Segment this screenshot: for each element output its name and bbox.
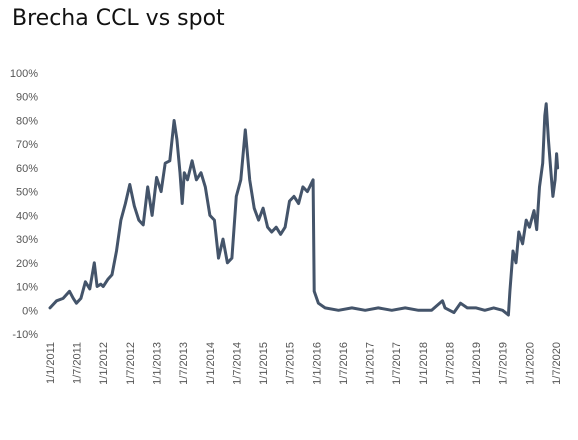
y-tick-label: 70% [16,139,38,151]
x-tick-label: 1/7/2015 [285,342,297,385]
x-tick-label: 1/7/2011 [71,342,83,384]
chart-title: Brecha CCL vs spot [12,6,225,31]
y-tick-label: 0% [22,305,38,317]
x-tick-label: 1/7/2013 [178,342,190,385]
y-tick-label: 20% [16,258,38,270]
x-tick-label: 1/1/2016 [311,342,323,385]
y-tick-label: 80% [16,115,38,127]
y-axis: 100% 90% 80% 70% 60% 50% 40% 30% 20% 10% 0% -10% [10,68,38,341]
x-tick-label: 1/1/2012 [98,342,110,385]
plot-area [48,102,560,317]
y-tick-label: 90% [16,92,38,104]
x-tick-label: 1/1/2020 [524,342,536,385]
x-tick-label: 1/7/2017 [391,342,403,385]
y-tick-label: 50% [16,187,38,199]
x-tick-label: 1/1/2015 [258,342,270,385]
x-tick-label: 1/7/2014 [231,342,243,385]
y-tick-label: 10% [16,282,38,294]
y-tick-label: 40% [16,210,38,222]
x-tick-label: 1/1/2019 [471,342,483,385]
x-tick-label: 1/1/2011 [45,342,57,384]
x-tick-label: 1/1/2013 [152,342,164,385]
x-tick-label: 1/7/2016 [338,342,350,385]
y-tick-label: 100% [10,68,38,80]
y-tick-label: 60% [16,163,38,175]
x-axis: 1/1/2011 1/7/2011 1/1/2012 1/7/2012 1/1/2013… [45,342,563,385]
y-tick-label: -10% [12,329,38,341]
series-line [48,102,560,317]
x-tick-label: 1/7/2012 [125,342,137,385]
x-tick-label: 1/1/2017 [365,342,377,385]
x-tick-label: 1/7/2020 [551,342,563,385]
x-tick-label: 1/7/2019 [498,342,510,385]
x-tick-label: 1/1/2018 [418,342,430,385]
x-tick-label: 1/7/2018 [444,342,456,385]
x-tick-label: 1/1/2014 [205,342,217,385]
y-tick-label: 30% [16,234,38,246]
